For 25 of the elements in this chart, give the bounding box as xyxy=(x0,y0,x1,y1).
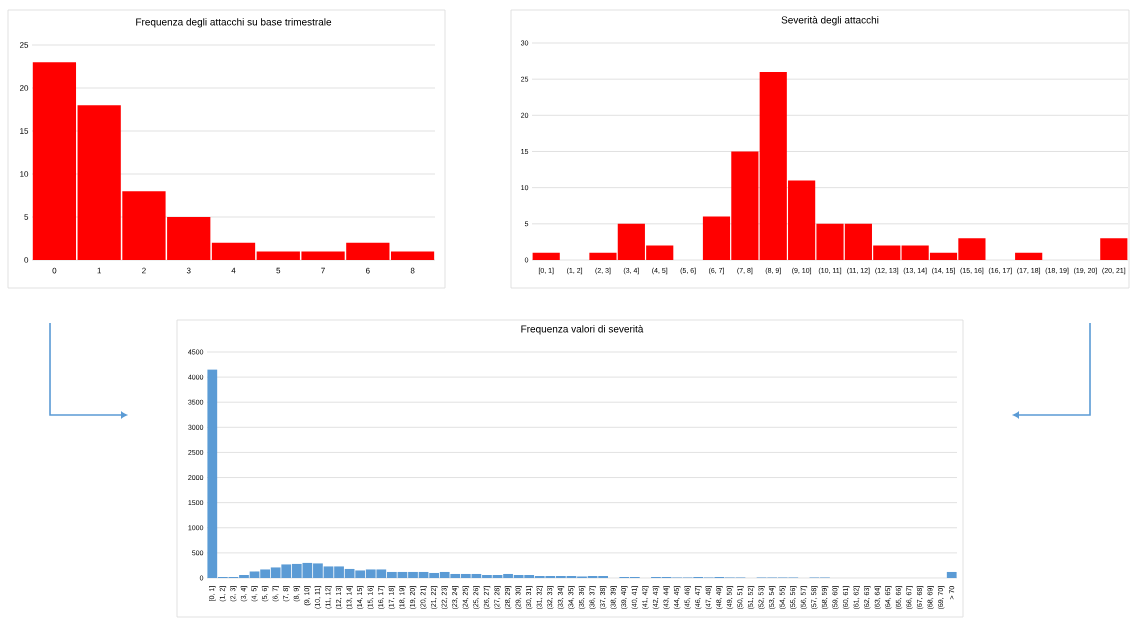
y-tick-label: 25 xyxy=(19,42,29,48)
bar xyxy=(1100,238,1128,260)
chart-title: Frequenza degli attacchi su base trimestrale xyxy=(136,18,332,28)
y-tick-label: 10 xyxy=(20,171,29,177)
bar xyxy=(32,62,77,260)
x-tick-label: 7 xyxy=(321,267,325,274)
y-tick-label: 0 xyxy=(24,257,29,263)
x-tick-label: 1 xyxy=(97,267,102,274)
x-tick-label: 4 xyxy=(231,267,236,274)
x-tick-label: 2 xyxy=(142,267,146,274)
bar xyxy=(390,251,435,260)
y-tick-label: 15 xyxy=(20,128,29,134)
bar xyxy=(946,571,957,578)
y-tick-label: 20 xyxy=(19,85,29,91)
x-tick-label: 3 xyxy=(186,267,191,274)
x-tick-label: 8 xyxy=(410,267,415,274)
x-tick-label: 6 xyxy=(366,267,370,274)
bar xyxy=(532,252,560,260)
chart-title: Severità degli attacchi xyxy=(781,16,879,26)
bar xyxy=(1015,252,1043,260)
chart-title: Frequenza valori di severità xyxy=(521,325,644,335)
x-tick-label: 0 xyxy=(52,267,57,274)
y-tick-label: 5 xyxy=(24,214,29,220)
x-tick-label: 5 xyxy=(276,267,281,274)
bar xyxy=(211,242,256,260)
